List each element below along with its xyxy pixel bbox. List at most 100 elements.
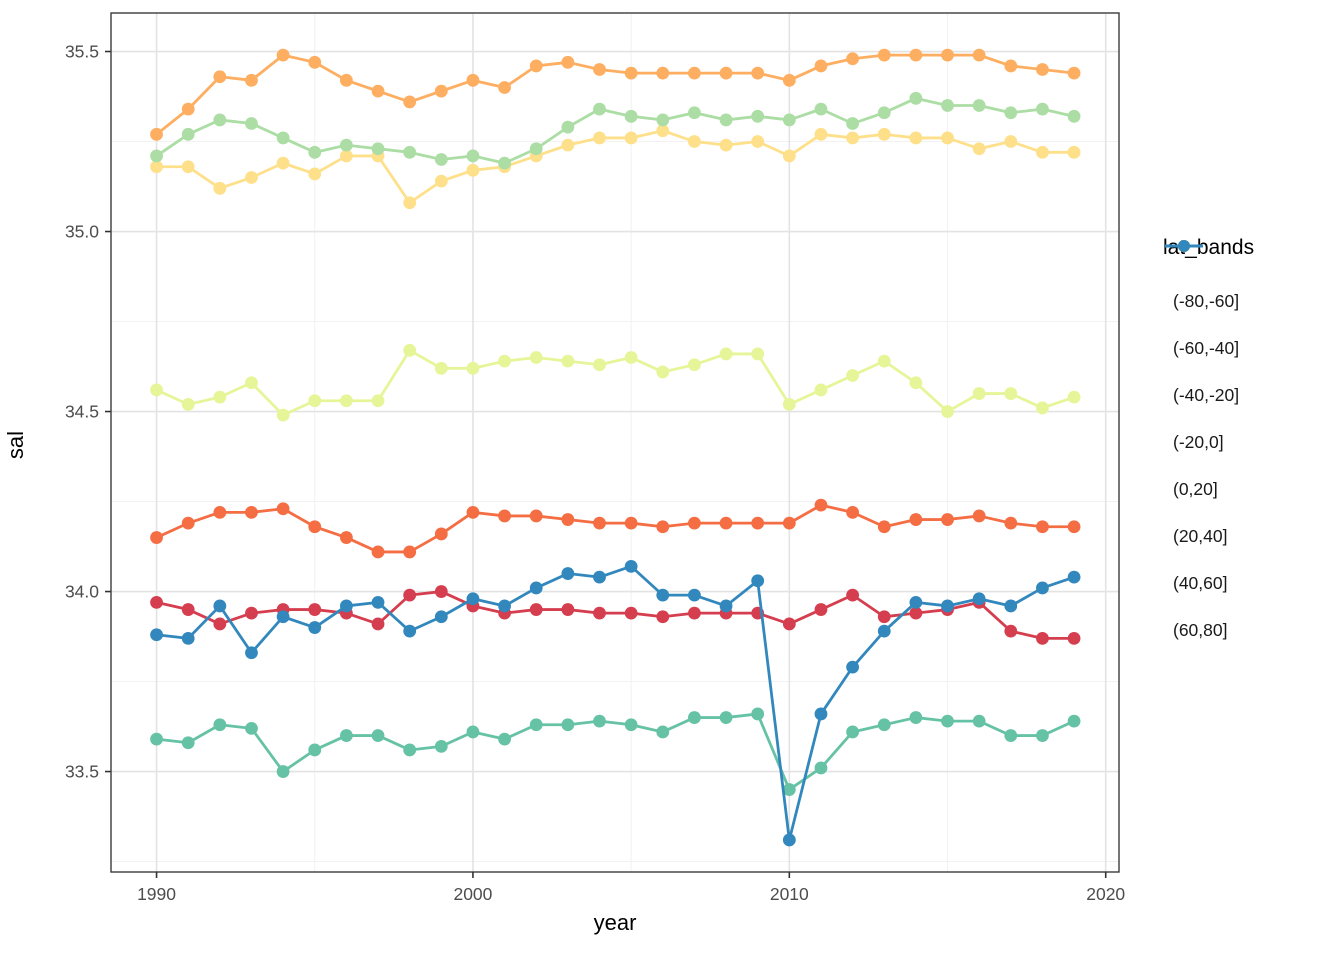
series-point-(0,20] [245, 376, 258, 390]
series-point-(-40,-20] [181, 102, 195, 116]
series-point-(60,80] [1067, 570, 1081, 584]
series-point-(60,80] [434, 610, 448, 624]
series-point-(40,60] [688, 711, 701, 724]
series-point-(60,80] [751, 574, 765, 588]
series-point-(20,40] [941, 99, 954, 112]
series-point-(20,40] [1004, 106, 1018, 120]
y-tick-label: 34.5 [65, 402, 99, 422]
series-point-(-40,-20] [688, 66, 701, 80]
series-point-(20,40] [308, 145, 322, 159]
series-point-(-40,-20] [656, 66, 670, 80]
series-point-(60,80] [308, 621, 322, 634]
series-point-(-80,-60] [1036, 631, 1049, 645]
series-point-(60,80] [814, 707, 828, 721]
series-point-(40,60] [593, 714, 606, 728]
y-tick-label: 35.5 [65, 42, 99, 62]
series-point-(-60,-40] [1036, 520, 1049, 534]
series-point-(-80,-60] [909, 606, 923, 620]
series-point-(-40,-20] [941, 48, 954, 62]
series-point-(60,80] [877, 624, 891, 638]
series-point-(0,20] [846, 369, 860, 382]
series-point-(40,60] [308, 743, 322, 757]
series-point-(-80,-60] [403, 588, 417, 602]
series-point-(-40,-20] [466, 73, 480, 87]
series-point-(0,20] [751, 347, 765, 361]
series-point-(-60,-40] [434, 527, 448, 541]
series-point-(0,20] [1004, 387, 1018, 400]
series-point-(-80,-60] [434, 585, 448, 598]
series-point-(-60,-40] [941, 513, 954, 526]
series-point-(-80,-60] [814, 603, 828, 616]
series-point-(20,40] [245, 117, 258, 130]
series-point-(40,60] [846, 725, 860, 739]
legend-item-(60,80]: (60,80] [1160, 240, 1344, 654]
legend-item-label: (-60,-40] [1173, 338, 1240, 358]
series-point-(60,80] [213, 599, 227, 613]
series-point-(60,80] [624, 559, 638, 573]
series-point-(-60,-40] [213, 505, 227, 519]
series-point-(0,20] [276, 408, 290, 422]
series-point-(0,20] [150, 383, 163, 397]
series-point-(-60,-40] [1004, 516, 1018, 530]
series-point-(-40,-20] [498, 81, 511, 94]
series-point-(20,40] [213, 113, 227, 127]
series-point-(-40,-20] [403, 95, 417, 109]
series-point-(40,60] [877, 718, 891, 732]
series-point-(-20,0] [909, 131, 923, 145]
series-point-(0,20] [782, 397, 796, 411]
series-point-(60,80] [782, 833, 796, 847]
series-point-(0,20] [434, 361, 448, 375]
series-point-(-60,-40] [308, 520, 322, 534]
series-point-(-60,-40] [624, 516, 638, 530]
series-point-(-20,0] [1036, 145, 1049, 159]
series-point-(0,20] [719, 347, 733, 361]
series-point-(0,20] [593, 358, 606, 372]
series-point-(-20,0] [245, 171, 258, 184]
legend-item-label: (60,80] [1173, 620, 1228, 640]
series-point-(20,40] [656, 113, 670, 127]
series-point-(20,40] [529, 142, 543, 156]
series-point-(-40,-20] [909, 48, 923, 62]
legend-item-label: (-80,-60] [1173, 291, 1240, 311]
series-point-(-20,0] [339, 149, 353, 163]
legend-item-label: (0,20] [1173, 479, 1218, 499]
series-point-(-40,-20] [972, 48, 986, 62]
series-point-(0,20] [308, 394, 322, 408]
series-point-(-60,-40] [276, 502, 290, 516]
series-point-(-40,-20] [308, 55, 322, 69]
series-point-(-80,-60] [181, 603, 195, 616]
series-point-(-40,-20] [371, 84, 385, 98]
series-point-(-20,0] [782, 149, 796, 163]
series-point-(-80,-60] [877, 610, 891, 624]
series-point-(-20,0] [308, 167, 322, 181]
series-point-(-40,-20] [245, 73, 258, 87]
series-point-(-60,-40] [150, 531, 163, 544]
series-point-(-40,-20] [877, 48, 891, 62]
series-point-(-20,0] [434, 174, 448, 188]
series-point-(-40,-20] [529, 59, 543, 73]
x-tick-label: 1990 [137, 884, 176, 904]
legend-item-(20,40]: (20,40] [1160, 240, 1344, 560]
y-tick-label: 33.5 [65, 762, 99, 782]
series-point-(20,40] [782, 113, 796, 127]
series-point-(-20,0] [561, 138, 575, 152]
series-point-(0,20] [466, 361, 480, 375]
legend-items: (-80,-60] (-60,-40] (-40,-20] (-20,0] (0,20]… [1160, 240, 1344, 654]
y-tick-label: 34.0 [65, 582, 99, 602]
series-point-(-20,0] [1004, 135, 1018, 148]
series-point-(40,60] [276, 765, 290, 778]
series-point-(-40,-20] [593, 63, 606, 76]
series-point-(-40,-20] [339, 73, 353, 87]
series-point-(-40,-20] [751, 66, 765, 80]
series-point-(0,20] [181, 397, 195, 411]
series-point-(0,20] [371, 394, 385, 408]
series-point-(20,40] [181, 127, 195, 141]
series-point-(20,40] [498, 156, 511, 170]
legend-item-(-80,-60]: (-80,-60] [1160, 240, 1344, 325]
series-point-(-40,-20] [624, 66, 638, 80]
legend: lat_bands (-80,-60] (-60,-40] (-40,-20] (-2… [1160, 236, 1344, 654]
series-point-(-80,-60] [593, 606, 606, 620]
series-point-(-60,-40] [877, 520, 891, 534]
series-point-(-40,-20] [213, 70, 227, 84]
series-point-(20,40] [1067, 109, 1081, 123]
